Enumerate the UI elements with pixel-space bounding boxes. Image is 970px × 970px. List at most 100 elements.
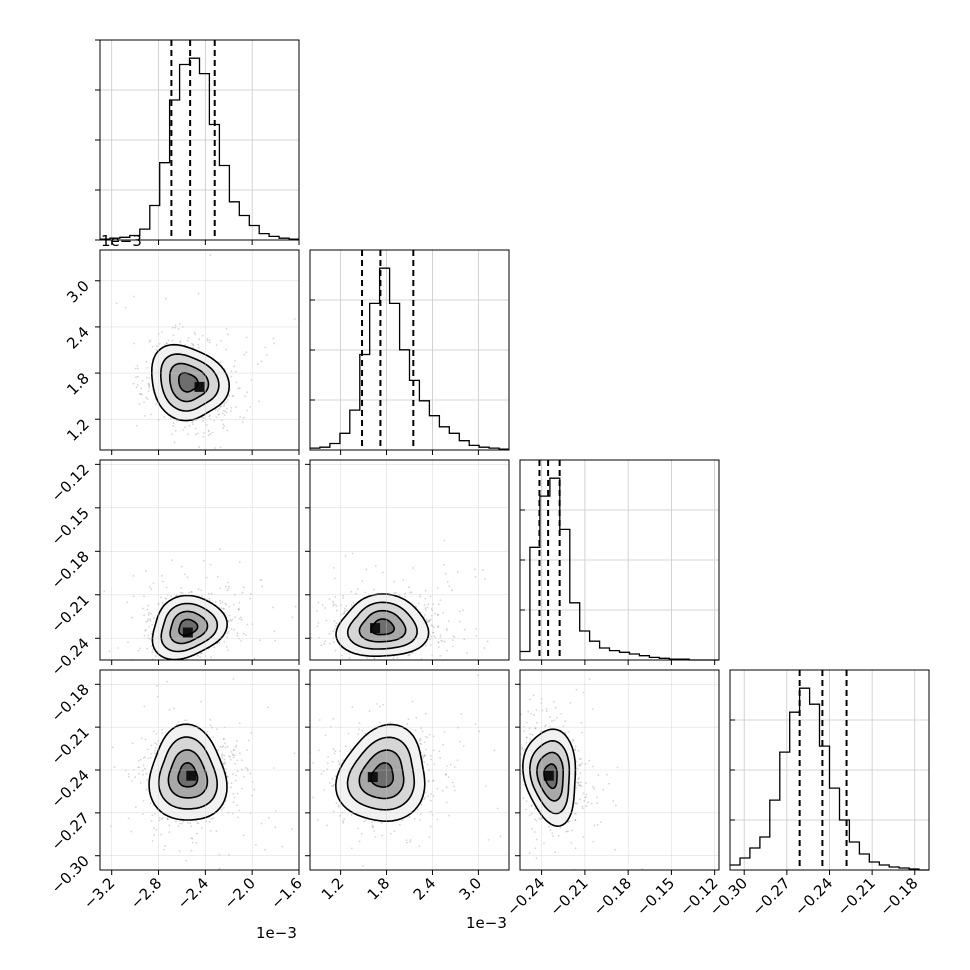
scatter-point	[224, 746, 227, 749]
scatter-point	[427, 795, 430, 798]
scatter-point	[402, 579, 405, 581]
scatter-point	[344, 608, 346, 610]
scatter-point	[184, 344, 187, 346]
scatter-point	[321, 604, 324, 606]
scatter-point	[220, 607, 223, 610]
scatter-point	[164, 845, 167, 847]
scatter-point	[334, 624, 337, 627]
scatter-point	[209, 724, 212, 727]
scatter-point	[200, 652, 202, 655]
scatter-point	[463, 638, 466, 641]
scatter-point	[273, 630, 276, 633]
scatter-point	[185, 859, 188, 862]
density-peak	[186, 770, 197, 781]
scatter-point	[137, 760, 140, 762]
scatter-point	[429, 638, 432, 641]
scatter-point	[439, 599, 442, 601]
scatter-point	[166, 817, 169, 820]
scatter-point	[430, 618, 433, 621]
scatter-point	[423, 604, 426, 607]
scatter-point	[197, 821, 200, 824]
scatter-point	[145, 396, 148, 399]
scatter-point	[109, 825, 112, 827]
scatter-point	[232, 756, 235, 759]
scatter-point	[197, 343, 200, 346]
scatter-point	[372, 825, 375, 828]
scatter-point	[460, 713, 463, 715]
panel-gridlines	[310, 460, 509, 660]
density-fill	[149, 724, 227, 820]
scatter-point	[224, 768, 227, 770]
scatter-point	[238, 809, 241, 812]
scatter-point	[166, 818, 169, 821]
scatter-point	[294, 605, 297, 608]
scatter-point	[194, 419, 197, 422]
scatter-point	[335, 802, 338, 805]
scatter-point	[108, 650, 111, 653]
scatter-point	[152, 730, 155, 733]
scatter-point	[228, 755, 230, 758]
histogram-step-line	[520, 477, 719, 661]
scatter-point	[433, 626, 435, 629]
scatter-point	[147, 604, 150, 607]
contour-level-1	[167, 749, 209, 799]
histogram-panel-1	[309, 249, 510, 455]
scatter-point	[373, 657, 376, 659]
scatter-point	[221, 754, 224, 757]
scatter-point	[332, 748, 335, 751]
scatter-point	[332, 783, 335, 786]
scatter-point	[166, 680, 168, 683]
scatter-point	[430, 624, 433, 626]
scatter-point	[208, 341, 211, 344]
scatter-point	[331, 785, 333, 787]
scatter-point	[445, 765, 448, 767]
scatter-point	[192, 346, 194, 349]
scatter-point	[535, 709, 538, 711]
scatter-point	[293, 318, 296, 320]
panel-gridlines	[100, 250, 299, 450]
scatter-point	[422, 756, 425, 758]
scatter-point	[150, 413, 152, 416]
scatter-point	[483, 647, 486, 649]
scatter-point	[213, 646, 216, 649]
scatter-point	[223, 754, 226, 757]
scatter-point	[230, 375, 233, 378]
scatter-point	[580, 781, 582, 784]
scatter-point	[207, 434, 210, 437]
scatter-point	[240, 759, 243, 762]
scatter-point	[437, 626, 440, 629]
scatter-point	[404, 595, 406, 598]
scatter-point	[186, 719, 188, 722]
scatter-point	[196, 832, 198, 835]
scatter-point	[148, 383, 151, 385]
scatter-point	[350, 847, 353, 850]
scatter-point	[200, 700, 203, 703]
scatter-point	[219, 405, 222, 408]
scatter-point	[222, 745, 225, 748]
scatter-point	[189, 822, 192, 824]
histogram-step-line	[100, 57, 299, 240]
scatter-point	[419, 742, 422, 745]
scatter-point	[224, 602, 227, 605]
scatter-point	[351, 552, 354, 555]
scatter-point	[338, 804, 340, 807]
scatter-point	[202, 432, 205, 434]
scatter-point	[224, 761, 227, 764]
scatter-point	[197, 292, 200, 295]
scatter-point	[569, 701, 572, 704]
scatter-point	[259, 579, 262, 581]
scatter-point	[234, 746, 237, 749]
scatter-panel-2-3	[515, 669, 720, 875]
scatter-point	[223, 758, 226, 761]
scatter-point	[375, 703, 378, 705]
scatter-point	[165, 342, 168, 344]
scatter-point	[345, 605, 348, 607]
scatter-point	[424, 797, 426, 799]
scatter-point	[202, 559, 205, 562]
scatter-point	[232, 754, 235, 756]
scatter-point	[228, 395, 231, 397]
scatter-point	[155, 828, 158, 831]
scatter-point	[531, 733, 534, 736]
scatter-point	[234, 406, 237, 409]
